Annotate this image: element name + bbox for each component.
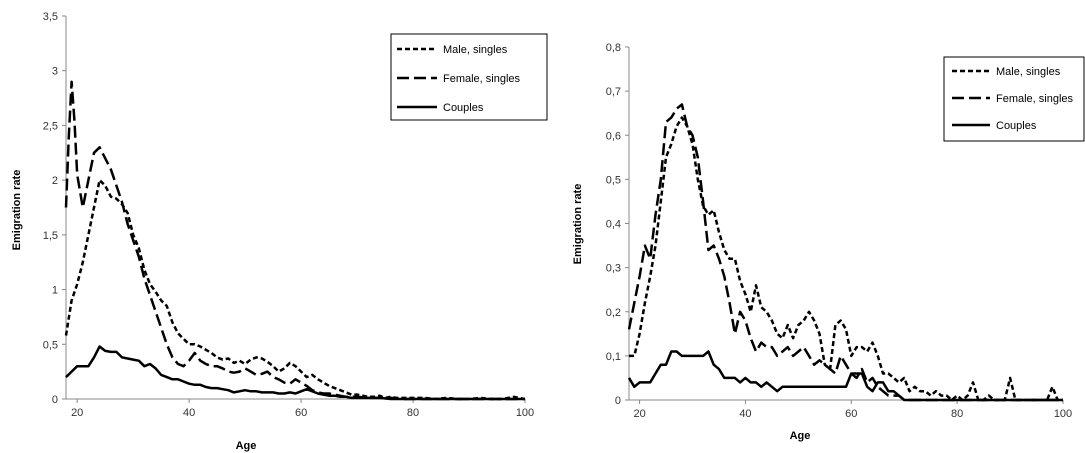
chart-right-xtick-label: 60 [845, 408, 857, 420]
chart-right-ytick-label: 0,6 [606, 130, 621, 142]
chart-right-ytick-label: 0,2 [606, 307, 621, 319]
chart-left-ytick-label: 2,5 [43, 120, 58, 132]
chart-left-ytick-label: 0 [52, 394, 58, 406]
chart-left-ytick-label: 2 [52, 175, 58, 187]
chart-right-ytick-label: 0,7 [606, 86, 621, 98]
chart-right-plot: 0 0,1 0,2 0,3 0,4 0,5 0,6 0,7 0,8 20 40 60 80 100 [606, 42, 1072, 420]
chart-left-legend-label-female: Female, singles [443, 73, 521, 85]
chart-right-xtick-label: 40 [739, 408, 751, 420]
chart-right-series-couples [627, 350, 1063, 402]
chart-left-ylabel: Emigration rate [11, 170, 23, 251]
chart-right-legend: Male, singles Female, singles Couples [943, 56, 1085, 142]
chart-left-series-male-singles [64, 178, 526, 401]
chart-right-legend-label-female: Female, singles [996, 93, 1074, 105]
chart-left-xlabel: Age [236, 440, 257, 452]
chart-left-xtick-label: 80 [407, 407, 419, 419]
chart-left-ytick-label: 3 [52, 66, 58, 78]
chart-left-xtick-label: 60 [295, 407, 307, 419]
chart-right-series-male-singles [629, 116, 1063, 402]
chart-right-xtick-label: 80 [951, 408, 963, 420]
chart-right-xtick-label: 100 [1054, 408, 1072, 420]
chart-left-legend-label-couples: Couples [443, 102, 484, 114]
chart-left-series-female-singles [64, 80, 525, 401]
chart-right-ylabel: Emigration rate [572, 184, 584, 265]
chart-right-xlabel: Age [790, 430, 811, 442]
chart-left-xtick-label: 100 [516, 407, 534, 419]
chart-left-legend-label-male: Male, singles [443, 44, 508, 56]
chart-left-xtick-label: 20 [71, 407, 83, 419]
chart-right-ytick-label: 0,5 [606, 174, 621, 186]
chart-left-series-couples [65, 345, 525, 401]
chart-right-ytick-label: 0,4 [606, 219, 621, 231]
chart-right-ytick-label: 0,1 [606, 351, 621, 363]
chart-right-ytick-label: 0,3 [606, 263, 621, 275]
chart-right-ytick-label: 0,8 [606, 42, 621, 54]
chart-left-ytick-label: 3,5 [43, 11, 58, 23]
chart-left-plot: 0 0,5 1 1,5 2 2,5 3 3,5 20 40 60 80 100 [43, 11, 534, 419]
chart-left-legend: Male, singles Female, singles Couples [390, 33, 548, 121]
chart-right-legend-label-male: Male, singles [996, 66, 1061, 78]
chart-left-xtick-label: 40 [183, 407, 195, 419]
chart-left-ytick-label: 0,5 [43, 339, 58, 351]
chart-right-legend-label-couples: Couples [996, 120, 1037, 132]
chart-right-legend-box [943, 56, 1085, 142]
chart-left-ytick-label: 1 [52, 285, 58, 297]
chart-right-xtick-label: 20 [633, 408, 645, 420]
chart-right: 0 0,1 0,2 0,3 0,4 0,5 0,6 0,7 0,8 20 40 60 80 100 Age… [572, 42, 1085, 442]
chart-left-ytick-label: 1,5 [43, 230, 58, 242]
chart-left: 0 0,5 1 1,5 2 2,5 3 3,5 20 40 60 80 100 Age Emigrati… [11, 11, 548, 452]
chart-right-ytick-label: 0 [615, 395, 621, 407]
